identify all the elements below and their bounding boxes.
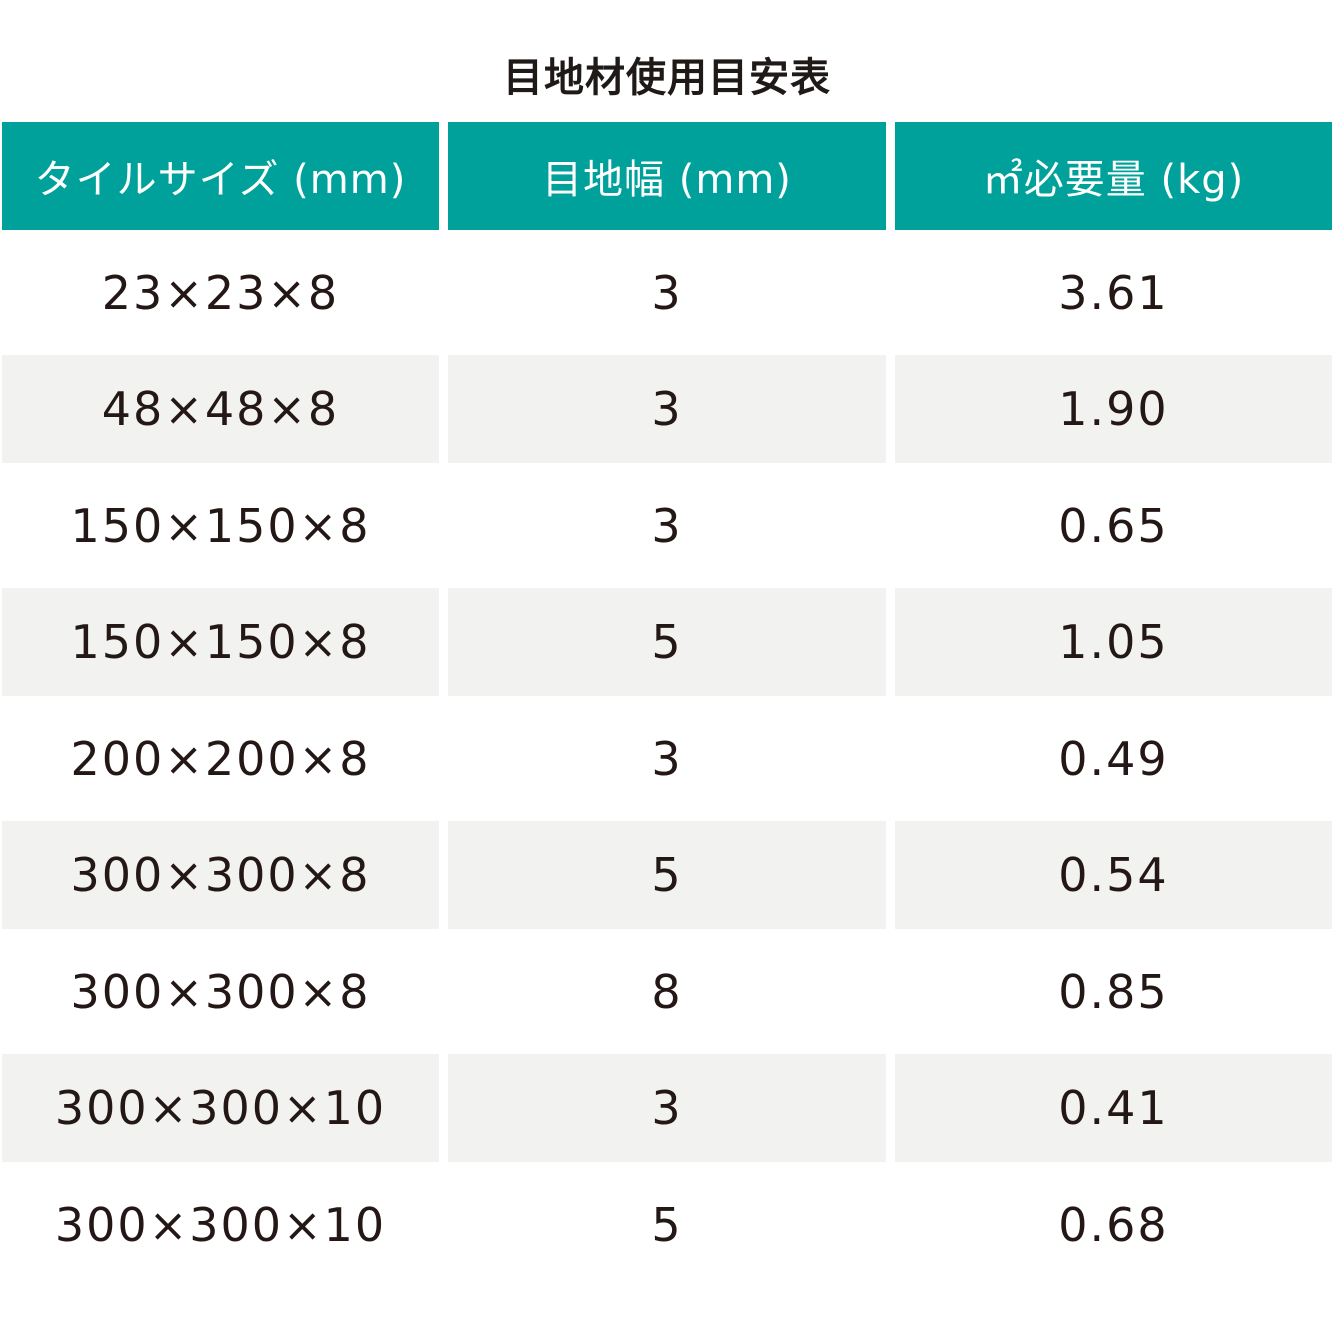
cell-joint-width: 5	[651, 1198, 683, 1252]
cell-tile-size: 300×300×10	[2, 1054, 439, 1162]
cell-tile-size: 150×150×8	[2, 588, 439, 696]
cell-required-amount: 0.41	[895, 1054, 1332, 1162]
cell-required-amount: 1.05	[895, 588, 1332, 696]
cell-joint-width: 3	[651, 266, 683, 320]
cell-tile-size: 150×150×8	[70, 499, 371, 553]
column-header-tile-size: タイルサイズ (mm)	[2, 122, 439, 230]
cell-required-amount: 3.61	[1058, 266, 1169, 320]
cell-required-amount: 1.90	[895, 355, 1332, 463]
table-title: 目地材使用目安表	[503, 55, 831, 101]
cell-tile-size: 200×200×8	[70, 732, 371, 786]
cell-tile-size: 300×300×10	[54, 1198, 387, 1252]
cell-joint-width: 5	[448, 588, 886, 696]
cell-joint-width: 3	[448, 355, 886, 463]
column-header-joint-width: 目地幅 (mm)	[448, 122, 886, 230]
cell-joint-width: 5	[448, 821, 886, 929]
cell-tile-size: 300×300×8	[70, 965, 371, 1019]
cell-required-amount: 0.85	[1058, 965, 1169, 1019]
cell-joint-width: 8	[651, 965, 683, 1019]
cell-joint-width: 3	[651, 499, 683, 553]
cell-required-amount: 0.68	[1058, 1198, 1169, 1252]
column-header-required-amount: ㎡必要量 (kg)	[895, 122, 1332, 230]
cell-required-amount: 0.49	[1058, 732, 1169, 786]
cell-tile-size: 23×23×8	[101, 266, 340, 320]
cell-required-amount: 0.65	[1058, 499, 1169, 553]
cell-tile-size: 48×48×8	[2, 355, 439, 463]
cell-required-amount: 0.54	[895, 821, 1332, 929]
cell-tile-size: 300×300×8	[2, 821, 439, 929]
cell-joint-width: 3	[448, 1054, 886, 1162]
cell-joint-width: 3	[651, 732, 683, 786]
